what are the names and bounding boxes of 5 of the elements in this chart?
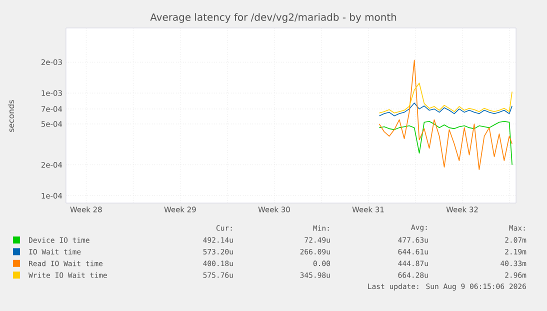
line-series [378,60,512,170]
line-series [378,120,512,166]
line-series [378,102,512,116]
chart-title: Average latency for /dev/vg2/mariadb - by month [150,13,396,23]
line-series [378,82,512,114]
